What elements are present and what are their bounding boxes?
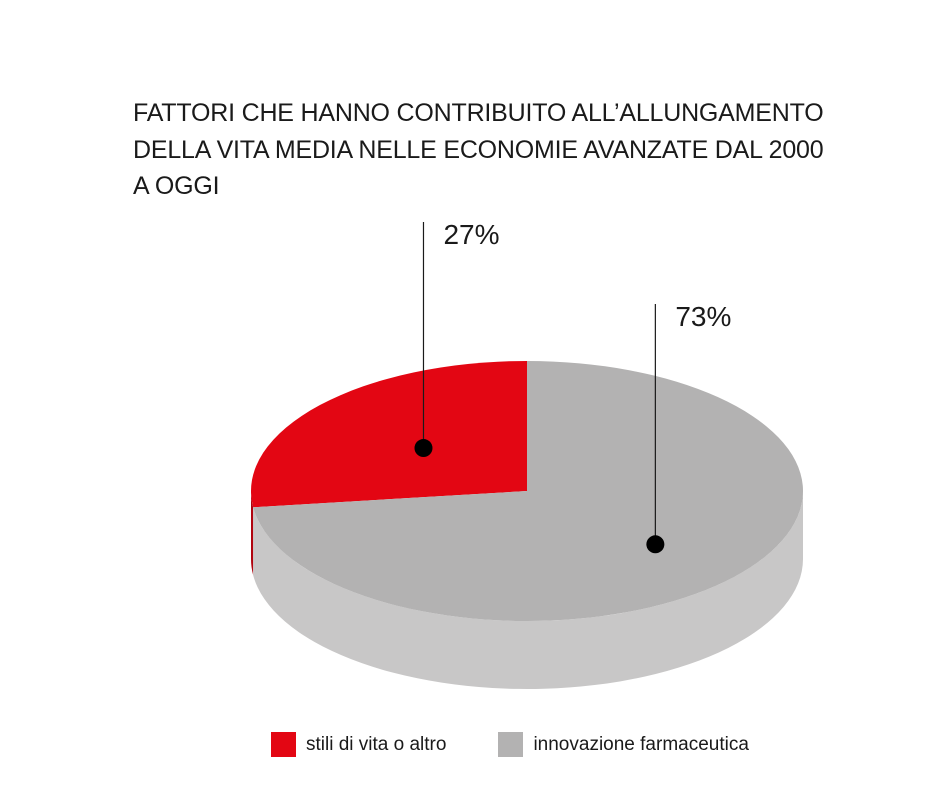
pie-side-0-0 [251, 491, 254, 576]
chart-title-line-1: FATTORI CHE HANNO CONTRIBUITO ALL’ALLUNG… [133, 99, 824, 127]
legend-label-stili: stili di vita o altro [306, 733, 447, 755]
leader-dot-0 [414, 439, 433, 458]
leader-dot-1 [646, 535, 665, 554]
legend-item-stili: stili di vita o altro [271, 732, 446, 757]
legend: stili di vita o altro innovazione farmac… [271, 732, 801, 757]
legend-item-innovazione: innovazione farmaceutica [498, 732, 749, 757]
value-label-1: 73% [675, 301, 731, 332]
legend-label-innovazione: innovazione farmaceutica [533, 733, 749, 755]
legend-swatch-innovazione [498, 732, 524, 757]
pie-side-1-0 [253, 491, 804, 690]
legend-swatch-stili [271, 732, 296, 757]
chart-title: FATTORI CHE HANNO CONTRIBUITO ALL’ALLUNG… [133, 95, 833, 205]
chart-title-line-3: A OGGI [133, 172, 220, 200]
pie-slice-0 [251, 361, 527, 508]
chart-title-line-2: DELLA VITA MEDIA NELLE ECONOMIE AVANZATE… [133, 135, 824, 164]
value-label-0: 27% [443, 219, 499, 250]
pie-slice-1 [253, 361, 804, 621]
